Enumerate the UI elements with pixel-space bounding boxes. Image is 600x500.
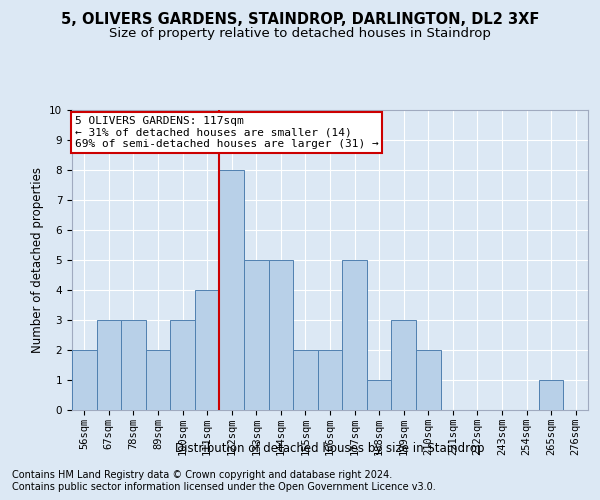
Bar xyxy=(97,320,121,410)
Text: Size of property relative to detached houses in Staindrop: Size of property relative to detached ho… xyxy=(109,28,491,40)
Text: 5, OLIVERS GARDENS, STAINDROP, DARLINGTON, DL2 3XF: 5, OLIVERS GARDENS, STAINDROP, DARLINGTO… xyxy=(61,12,539,28)
Bar xyxy=(391,320,416,410)
Bar xyxy=(72,350,97,410)
Bar xyxy=(539,380,563,410)
Bar xyxy=(342,260,367,410)
Bar xyxy=(318,350,342,410)
Text: 5 OLIVERS GARDENS: 117sqm
← 31% of detached houses are smaller (14)
69% of semi-: 5 OLIVERS GARDENS: 117sqm ← 31% of detac… xyxy=(74,116,379,149)
Bar xyxy=(170,320,195,410)
Bar xyxy=(195,290,220,410)
Text: Distribution of detached houses by size in Staindrop: Distribution of detached houses by size … xyxy=(175,442,485,455)
Bar xyxy=(220,170,244,410)
Bar xyxy=(146,350,170,410)
Bar xyxy=(293,350,318,410)
Bar xyxy=(244,260,269,410)
Bar xyxy=(121,320,146,410)
Bar xyxy=(416,350,440,410)
Bar xyxy=(269,260,293,410)
Y-axis label: Number of detached properties: Number of detached properties xyxy=(31,167,44,353)
Bar xyxy=(367,380,391,410)
Text: Contains public sector information licensed under the Open Government Licence v3: Contains public sector information licen… xyxy=(12,482,436,492)
Text: Contains HM Land Registry data © Crown copyright and database right 2024.: Contains HM Land Registry data © Crown c… xyxy=(12,470,392,480)
